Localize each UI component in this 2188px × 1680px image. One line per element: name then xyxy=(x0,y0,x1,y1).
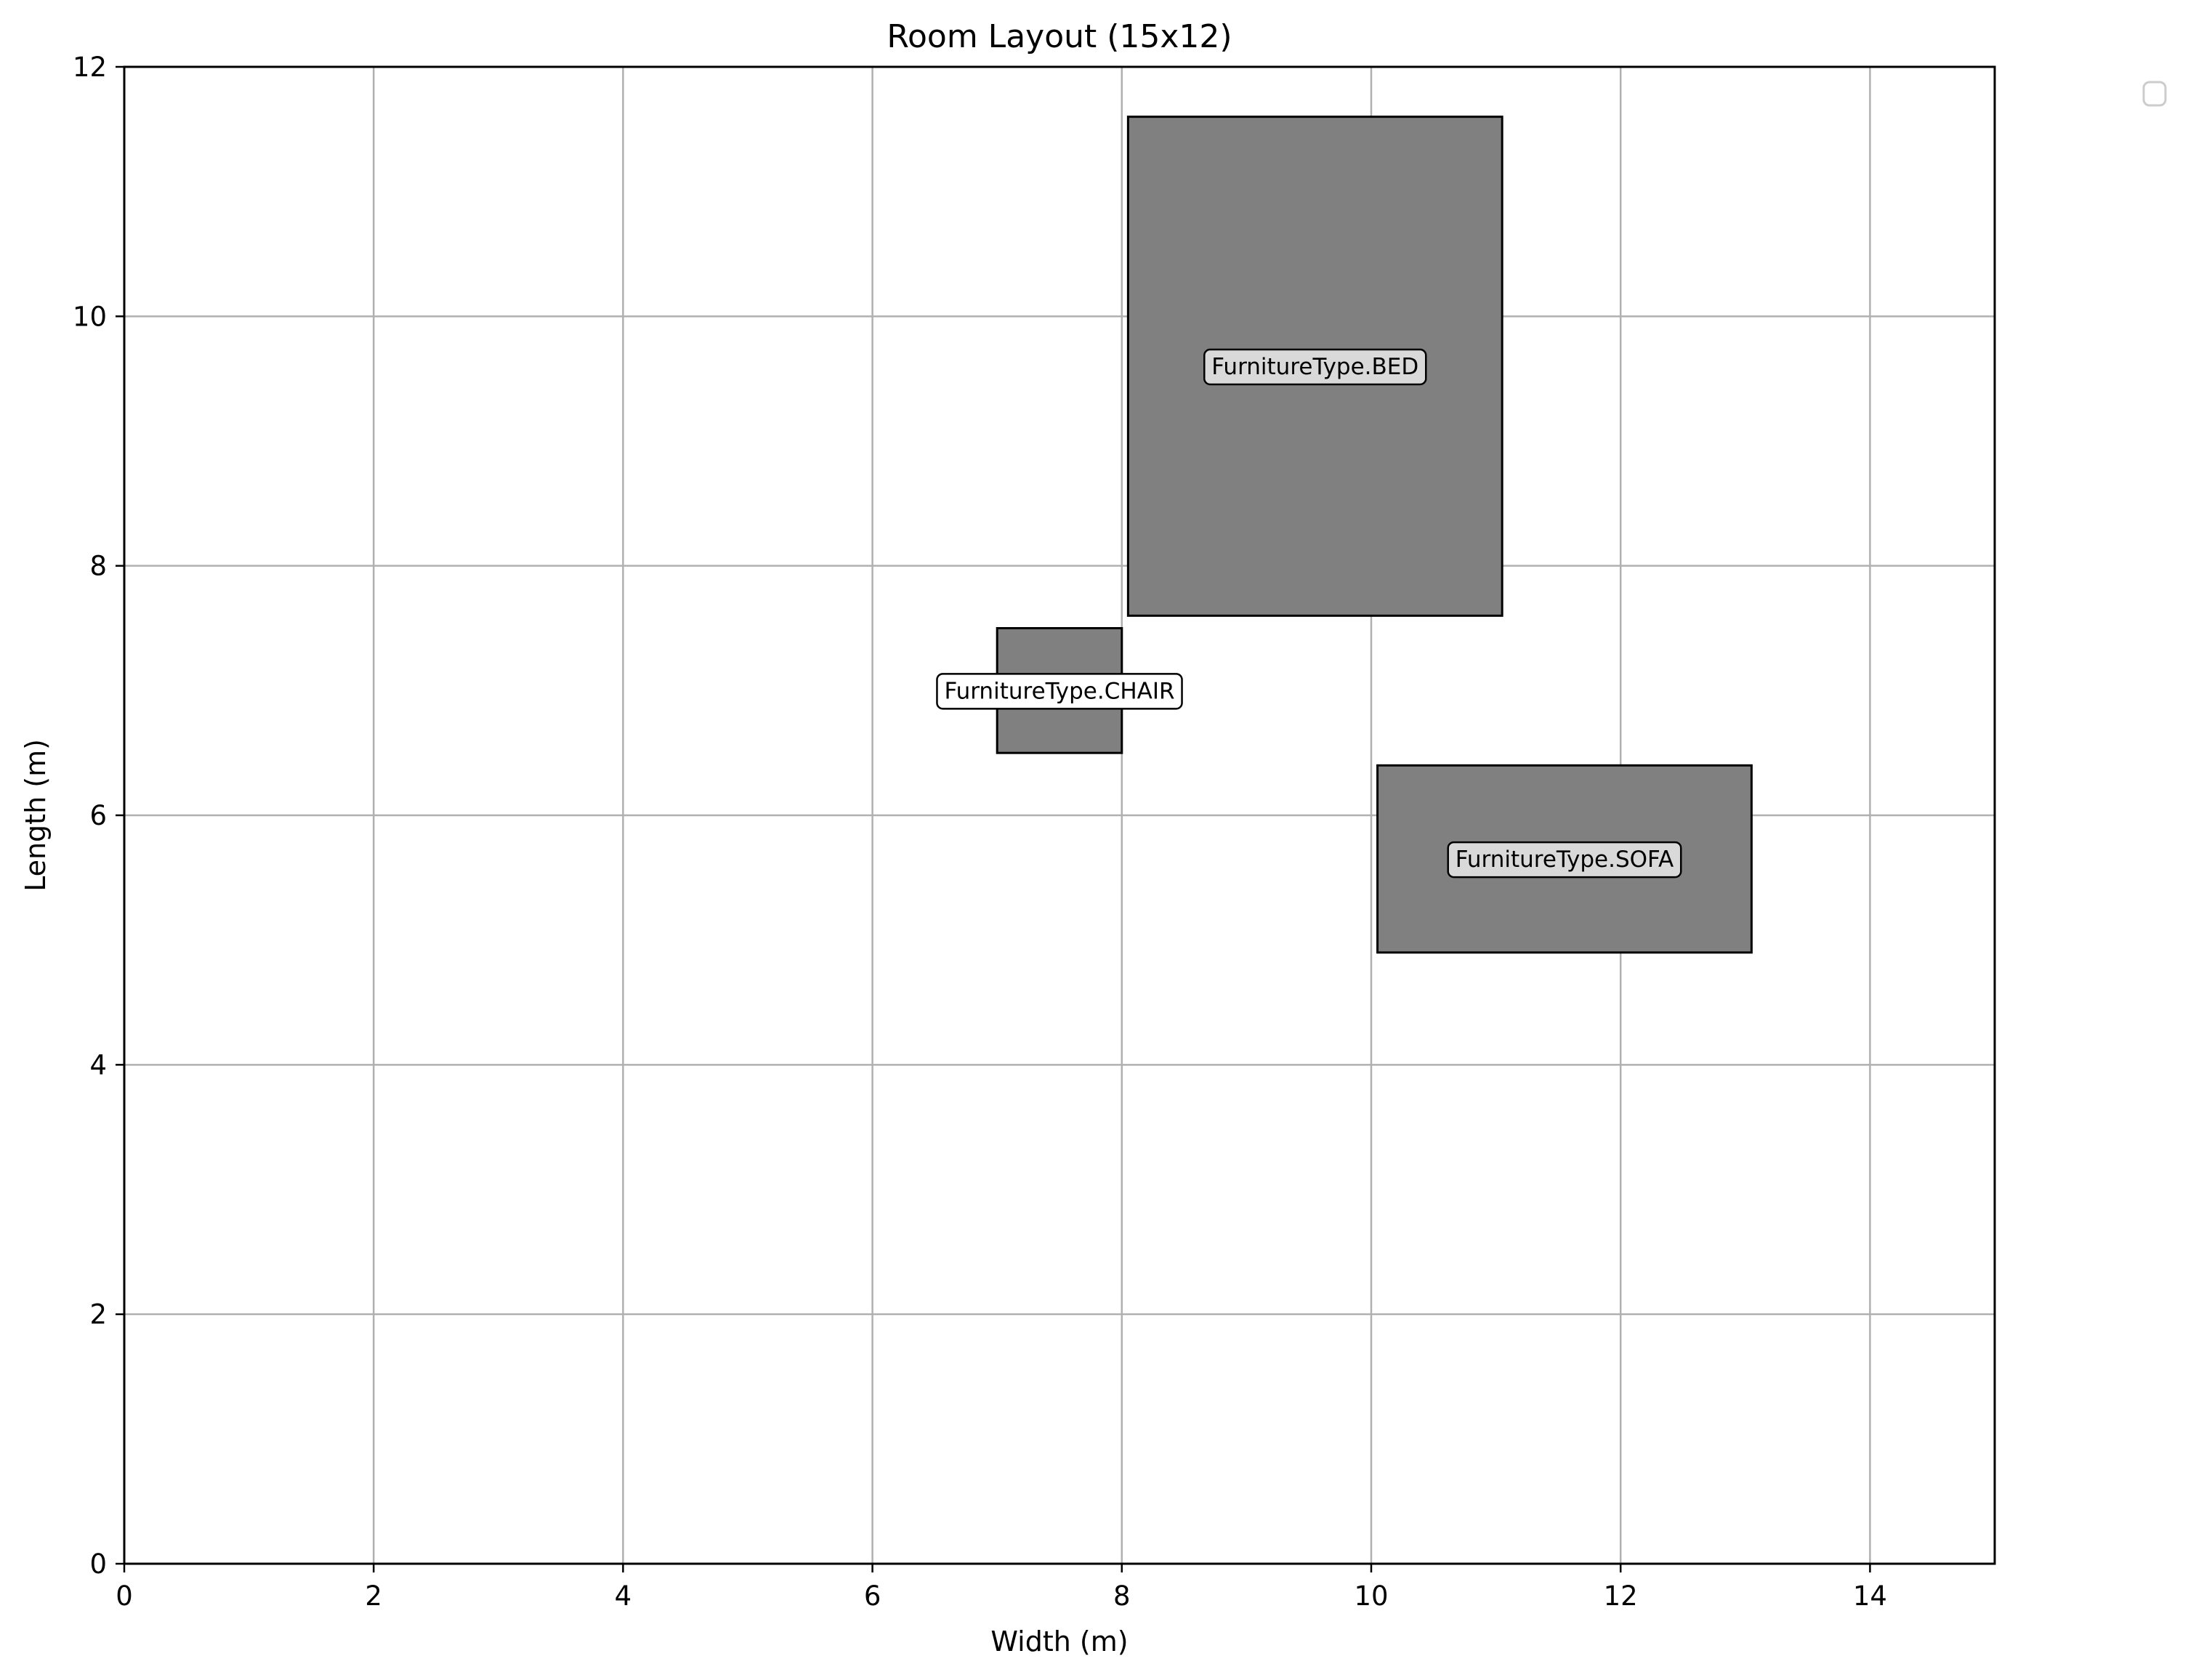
x-tick-label: 4 xyxy=(615,1580,632,1612)
furniture-label-text: FurnitureType.CHAIR xyxy=(944,678,1174,704)
x-axis-label: Width (m) xyxy=(990,1626,1128,1657)
furniture-label: FurnitureType.BED xyxy=(1203,348,1427,386)
y-tick-label: 10 xyxy=(73,301,107,332)
legend-box xyxy=(2142,81,2167,107)
x-tick-label: 12 xyxy=(1604,1580,1638,1612)
x-tick-label: 8 xyxy=(1113,1580,1131,1612)
furniture-label-box xyxy=(1203,348,1427,386)
x-tick-label: 0 xyxy=(116,1580,133,1612)
furniture-label-text: FurnitureType.BED xyxy=(1211,354,1418,380)
y-tick-label: 2 xyxy=(89,1299,107,1330)
y-axis-label: Length (m) xyxy=(20,739,52,892)
furniture-label-text: FurnitureType.SOFA xyxy=(1456,847,1674,873)
y-tick-label: 0 xyxy=(89,1548,107,1580)
y-tick-label: 12 xyxy=(73,52,107,83)
furniture-layer: FurnitureType.BED FurnitureType.CHAIR Furn… xyxy=(936,116,1753,954)
y-tick-label: 8 xyxy=(89,551,107,582)
furniture-label-box xyxy=(936,673,1183,710)
furniture-label: FurnitureType.SOFA xyxy=(1447,841,1682,879)
y-tick-label: 6 xyxy=(89,800,107,831)
y-tick-label: 4 xyxy=(89,1049,107,1081)
x-tick-label: 2 xyxy=(365,1580,382,1612)
x-axis-ticks: 0 2 4 6 8 10 12 14 xyxy=(116,1564,1887,1612)
x-tick-label: 10 xyxy=(1354,1580,1388,1612)
furniture-label-box xyxy=(1447,841,1682,879)
chart-title: Room Layout (15x12) xyxy=(887,18,1232,55)
y-axis-ticks: 0 2 4 6 8 10 12 xyxy=(73,52,124,1580)
furniture-label: FurnitureType.CHAIR xyxy=(936,673,1183,710)
x-tick-label: 14 xyxy=(1853,1580,1887,1612)
x-tick-label: 6 xyxy=(864,1580,881,1612)
